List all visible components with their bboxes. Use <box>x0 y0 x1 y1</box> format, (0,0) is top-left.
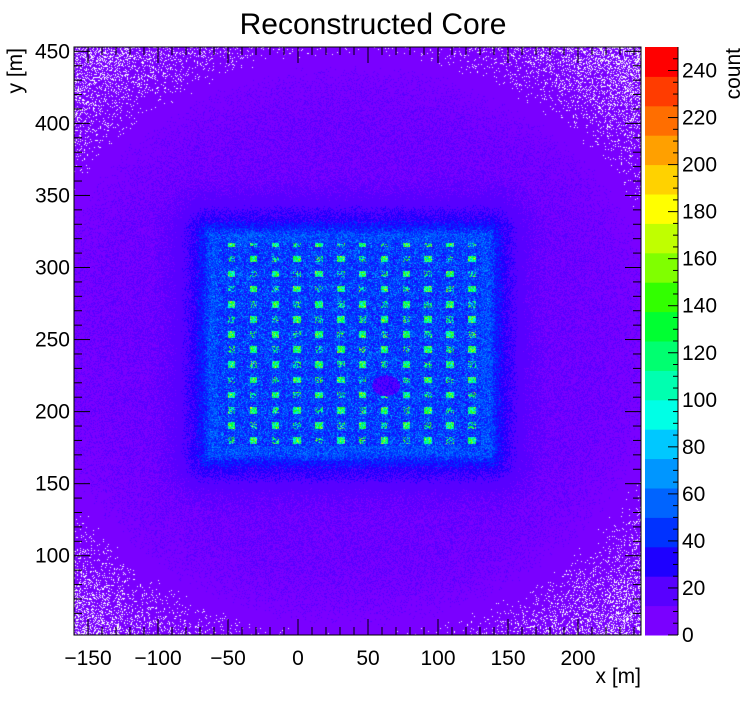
x-tick-label: 100 <box>420 647 455 670</box>
y-tick-label: 300 <box>35 257 70 280</box>
z-axis-title: count <box>722 48 745 100</box>
z-tick-label: 240 <box>682 60 717 83</box>
palette-swatch <box>645 546 678 577</box>
z-tick-label: 220 <box>682 107 717 130</box>
y-tick-label: 200 <box>35 401 70 424</box>
palette-swatch <box>645 223 678 254</box>
palette-swatch <box>645 135 678 166</box>
y-tick-label: 250 <box>35 329 70 352</box>
z-tick-label: 160 <box>682 248 717 271</box>
z-tick-label: 200 <box>682 154 717 177</box>
y-tick-label: 100 <box>35 545 70 568</box>
palette-swatch <box>645 458 678 489</box>
z-tick-label: 140 <box>682 295 717 318</box>
x-axis-title: x [m] <box>596 665 642 688</box>
z-tick-label: 20 <box>682 577 705 600</box>
z-tick-label: 40 <box>682 530 705 553</box>
palette-swatch <box>645 576 678 607</box>
palette-swatch <box>645 164 678 195</box>
x-tick-label: −150 <box>64 647 111 670</box>
palette-swatch <box>645 76 678 107</box>
z-tick-label: 120 <box>682 342 717 365</box>
heatmap-bins <box>74 47 641 635</box>
palette-swatch <box>645 399 678 430</box>
palette-swatch <box>645 341 678 371</box>
x-tick-label: 200 <box>560 647 595 670</box>
y-tick-label: 150 <box>35 473 70 496</box>
palette-swatch <box>645 605 678 636</box>
axes: −150 −100 −50 0 50 100 150 20010015020025030035… <box>35 40 717 670</box>
y-tick-label: 400 <box>35 112 70 135</box>
palette-swatch <box>645 47 678 77</box>
palette-swatch <box>645 105 678 136</box>
color-palette <box>645 47 678 636</box>
plot-area <box>74 47 641 635</box>
chart-title: Reconstructed Core <box>240 8 507 41</box>
palette-swatch <box>645 370 678 401</box>
y-tick-label: 350 <box>35 184 70 207</box>
x-tick-label: 150 <box>490 647 525 670</box>
x-tick-label: −50 <box>210 647 246 670</box>
z-tick-label: 60 <box>682 483 705 506</box>
x-tick-label: 50 <box>356 647 379 670</box>
x-tick-label: −100 <box>134 647 181 670</box>
plot-frame <box>73 46 642 636</box>
palette-swatch <box>645 311 678 342</box>
palette-swatch <box>645 252 678 283</box>
z-tick-label: 0 <box>682 624 694 647</box>
palette-swatch <box>645 194 678 224</box>
z-tick-label: 80 <box>682 436 705 459</box>
y-tick-label: 450 <box>35 40 70 63</box>
z-tick-label: 100 <box>682 389 717 412</box>
x-tick-label: 0 <box>292 647 304 670</box>
palette-swatch <box>645 282 678 313</box>
palette-swatch <box>645 429 678 460</box>
y-axis-title: y [m] <box>4 48 27 94</box>
z-tick-label: 180 <box>682 201 717 224</box>
palette-swatch <box>645 517 678 548</box>
palette-swatch <box>645 488 678 518</box>
